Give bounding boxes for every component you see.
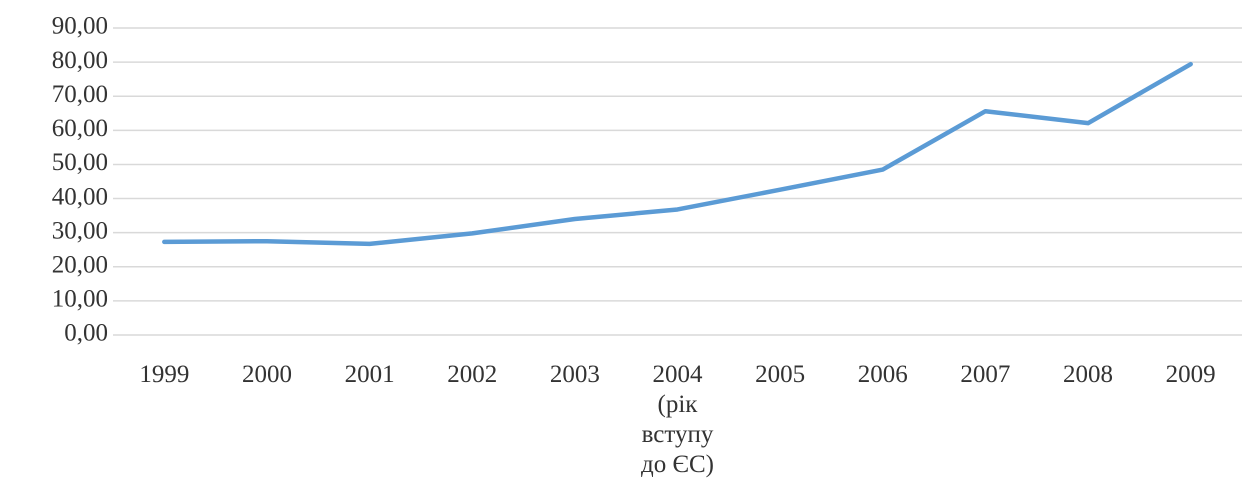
data-line	[162, 61, 1193, 247]
x-tick-label: 2000	[241, 361, 292, 388]
x-tick-label: 2004 (рік вступу до ЄС)	[641, 361, 714, 478]
x-tick-label: 1999	[139, 361, 190, 388]
y-tick-label: 40,00	[52, 183, 108, 210]
x-tick-label: 2008	[1063, 361, 1114, 388]
y-tick-label: 60,00	[52, 115, 108, 142]
y-tick-label: 30,00	[52, 217, 108, 244]
x-tick-label: 2001	[344, 361, 395, 388]
x-tick-label: 2006	[857, 361, 908, 388]
y-tick-label: 50,00	[52, 149, 108, 176]
y-tick-label: 80,00	[52, 47, 108, 74]
x-tick-label: 2007	[960, 361, 1011, 388]
y-tick-label: 70,00	[52, 81, 108, 108]
x-tick-label: 2009	[1165, 361, 1216, 388]
y-tick-label: 10,00	[52, 286, 108, 313]
x-tick-label: 2005	[755, 361, 806, 388]
y-tick-label: 90,00	[52, 13, 108, 40]
x-tick-label: 2002	[447, 361, 498, 388]
x-tick-label: 2003	[549, 361, 600, 388]
y-tick-label: 20,00	[52, 252, 108, 279]
y-tick-label: 0,00	[64, 320, 108, 347]
